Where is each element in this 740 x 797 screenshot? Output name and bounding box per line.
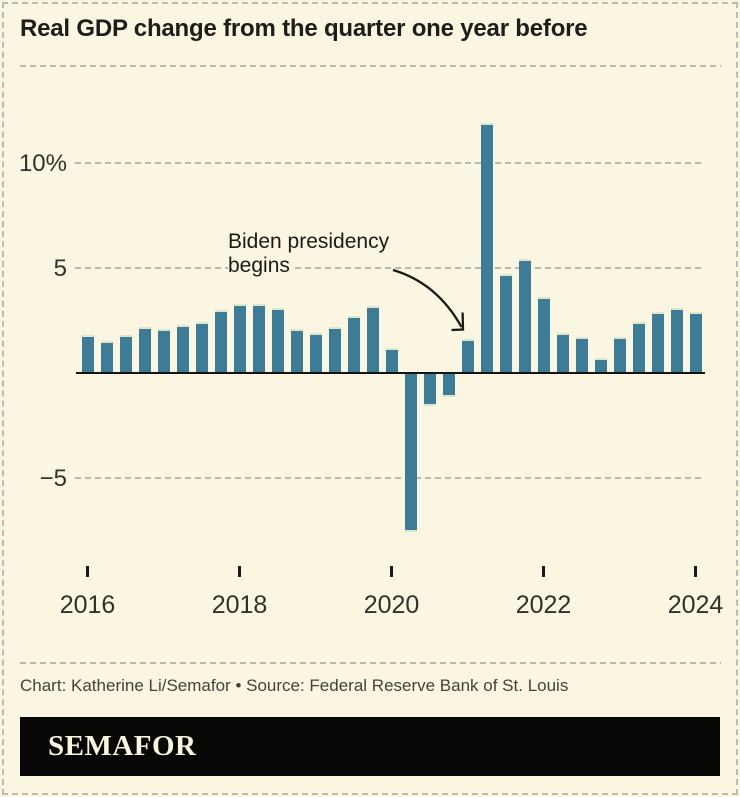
bar-q3-2021: [499, 274, 512, 373]
bar-cap: [157, 328, 170, 331]
credit-line: Chart: Katherine Li/Semafor • Source: Fe…: [20, 676, 569, 695]
semafor-logo-bar: SEMAFOR: [20, 717, 720, 776]
bar-q1-2022: [537, 297, 550, 373]
x-axis-label-2020: 2020: [363, 591, 420, 619]
bar-cap: [138, 326, 151, 329]
bar-cap: [328, 326, 341, 329]
x-axis-label-2018: 2018: [211, 591, 268, 619]
bar-cap: [575, 337, 588, 340]
bar-cap: [252, 303, 265, 306]
bar-cap: [385, 347, 398, 350]
gridline-10: [75, 161, 705, 164]
bar-cap: [442, 395, 455, 398]
bar-cap: [632, 322, 645, 325]
bar-cap: [176, 324, 189, 327]
x-tick-2016: [86, 566, 89, 577]
bar-cap: [347, 316, 360, 319]
bar-cap: [290, 328, 303, 331]
bar-cap: [233, 303, 246, 306]
x-axis-zero-line: [76, 371, 705, 375]
bar-q4-2021: [518, 259, 531, 373]
x-axis-label-2024: 2024: [667, 591, 724, 619]
bar-q2-2017: [176, 324, 189, 373]
bar-q4-2018: [290, 328, 303, 373]
bar-q1-2017: [157, 328, 170, 373]
bar-cap: [594, 358, 607, 361]
bar-q2-2018: [252, 303, 265, 373]
annotation-line-1: Biden presidency: [228, 230, 392, 254]
bar-q4-2020: [442, 374, 455, 398]
x-axis-label-2016: 2016: [59, 591, 116, 619]
bar-cap: [480, 122, 493, 125]
bar-cap: [271, 307, 284, 310]
bar-cap: [100, 341, 113, 344]
bar-cap: [81, 335, 94, 338]
bar-q3-2020: [423, 374, 436, 406]
bar-q1-2020: [385, 347, 398, 373]
bar-q3-2019: [347, 316, 360, 373]
bar-q2-2023: [632, 322, 645, 373]
bar-cap: [613, 337, 626, 340]
bar-cap: [499, 274, 512, 277]
bar-q2-2021: [480, 122, 493, 373]
annotation-line-2: begins: [228, 254, 292, 278]
x-tick-2024: [694, 566, 697, 577]
bar-q1-2016: [81, 335, 94, 373]
bar-q3-2018: [271, 307, 284, 373]
bar-cap: [119, 335, 132, 338]
chart-title: Real GDP change from the quarter one yea…: [20, 15, 588, 42]
bar-q3-2016: [119, 335, 132, 373]
bar-cap: [214, 309, 227, 312]
bar-cap: [195, 322, 208, 325]
gridline-5: [75, 266, 705, 269]
bar-cap: [518, 259, 531, 262]
bar-q2-2019: [328, 326, 341, 373]
x-tick-2018: [238, 566, 241, 577]
bar-q4-2017: [214, 309, 227, 373]
bar-cap: [689, 311, 702, 314]
y-axis-label-5: 5: [53, 254, 67, 282]
bar-cap: [366, 305, 379, 308]
bar-q4-2019: [366, 305, 379, 373]
y-axis-label--5: −5: [39, 465, 67, 493]
bar-q4-2022: [594, 358, 607, 373]
y-axis-label-10: 10%: [18, 149, 67, 177]
bar-cap: [556, 333, 569, 335]
bar-q3-2023: [651, 311, 664, 373]
bar-q1-2023: [613, 337, 626, 373]
gridline--5: [75, 477, 705, 480]
bar-cap: [404, 530, 417, 533]
bar-q1-2021: [461, 339, 474, 373]
bar-cap: [670, 307, 683, 310]
semafor-wordmark: SEMAFOR: [48, 730, 197, 762]
x-tick-2020: [390, 566, 393, 577]
bar-cap: [651, 311, 664, 314]
bar-q1-2018: [233, 303, 246, 373]
bar-cap: [309, 333, 322, 335]
bar-q4-2023: [670, 307, 683, 373]
bar-cap: [423, 403, 436, 406]
bar-q1-2019: [309, 333, 322, 373]
footer-divider: [20, 662, 721, 664]
x-axis-label-2022: 2022: [515, 591, 572, 619]
bar-cap: [537, 297, 550, 300]
bar-q3-2017: [195, 322, 208, 373]
bar-q3-2022: [575, 337, 588, 373]
header-divider: [20, 65, 721, 67]
bar-q2-2022: [556, 333, 569, 373]
bar-q1-2024: [689, 311, 702, 373]
annotation-biden-presidency: Biden presidency begins: [228, 230, 392, 278]
bar-q2-2020: [404, 374, 417, 533]
x-tick-2022: [542, 566, 545, 577]
bar-cap: [461, 339, 474, 342]
bar-q4-2016: [138, 326, 151, 373]
bar-q2-2016: [100, 341, 113, 373]
